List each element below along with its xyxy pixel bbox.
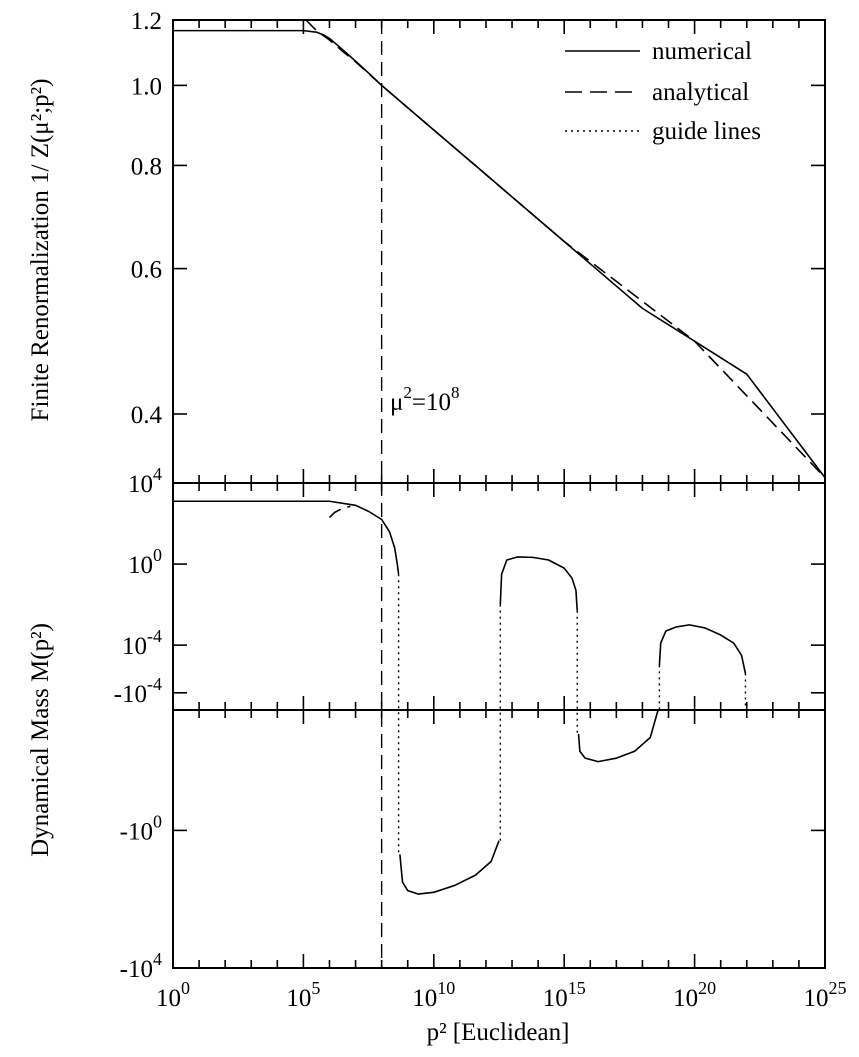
frame-middle-panel [172,482,826,711]
y-tick-label-bottom-0: -10-4 [114,674,162,708]
x-tick-label-4: 1020 [673,978,716,1012]
curves-layer [173,19,826,968]
labels-layer: 1.21.00.80.60.410410010-4-10-4-100-10410… [114,8,847,1012]
legend: numerical analytical guide lines [565,38,761,145]
series-middle-analytical-segment-0 [328,505,351,519]
x-tick-label-5: 1025 [804,978,847,1012]
legend-label-guide: guide lines [652,118,761,145]
y-tick-label-middle-1: 100 [128,545,162,579]
series-top-analytical [305,19,826,479]
x-axis-label: p² [Euclidean] [427,1019,570,1046]
y-axis-label-mass: Dynamical Mass M(p²) [27,623,54,857]
y-tick-label-bottom-1: -100 [120,811,162,845]
y-tick-label-top-0: 1.2 [131,8,162,35]
ticks-layer [172,19,826,969]
y-tick-label-middle-2: 10-4 [122,626,162,660]
legend-label-analytical: analytical [652,79,749,106]
series-middle-numerical-segment-2 [658,624,747,674]
y-tick-label-top-1: 1.0 [131,73,162,100]
y-tick-label-top-2: 0.8 [131,153,162,180]
y-tick-label-middle-0: 104 [128,464,162,498]
series-middle-numerical-segment-1 [499,556,579,611]
y-axis-label-top: Finite Renormalization 1/ Z(μ²;p²) [27,79,54,422]
series-middle-numerical-segment-0 [173,500,400,575]
y-tick-label-top-3: 0.6 [131,257,162,284]
series-bottom-numerical-segment-1 [577,709,659,763]
frame-bottom-panel [172,709,826,969]
x-tick-label-0: 100 [156,978,190,1012]
y-tick-label-bottom-2: -104 [120,949,162,983]
y-tick-label-top-4: 0.4 [131,402,163,429]
x-tick-label-1: 105 [286,978,320,1012]
x-tick-label-3: 1015 [543,978,586,1012]
legend-label-numerical: numerical [652,38,752,65]
x-tick-label-2: 1010 [412,978,455,1012]
frames-layer [172,19,826,969]
mu-annotation: μ2=108 [390,383,460,416]
series-bottom-numerical-segment-0 [399,840,500,895]
